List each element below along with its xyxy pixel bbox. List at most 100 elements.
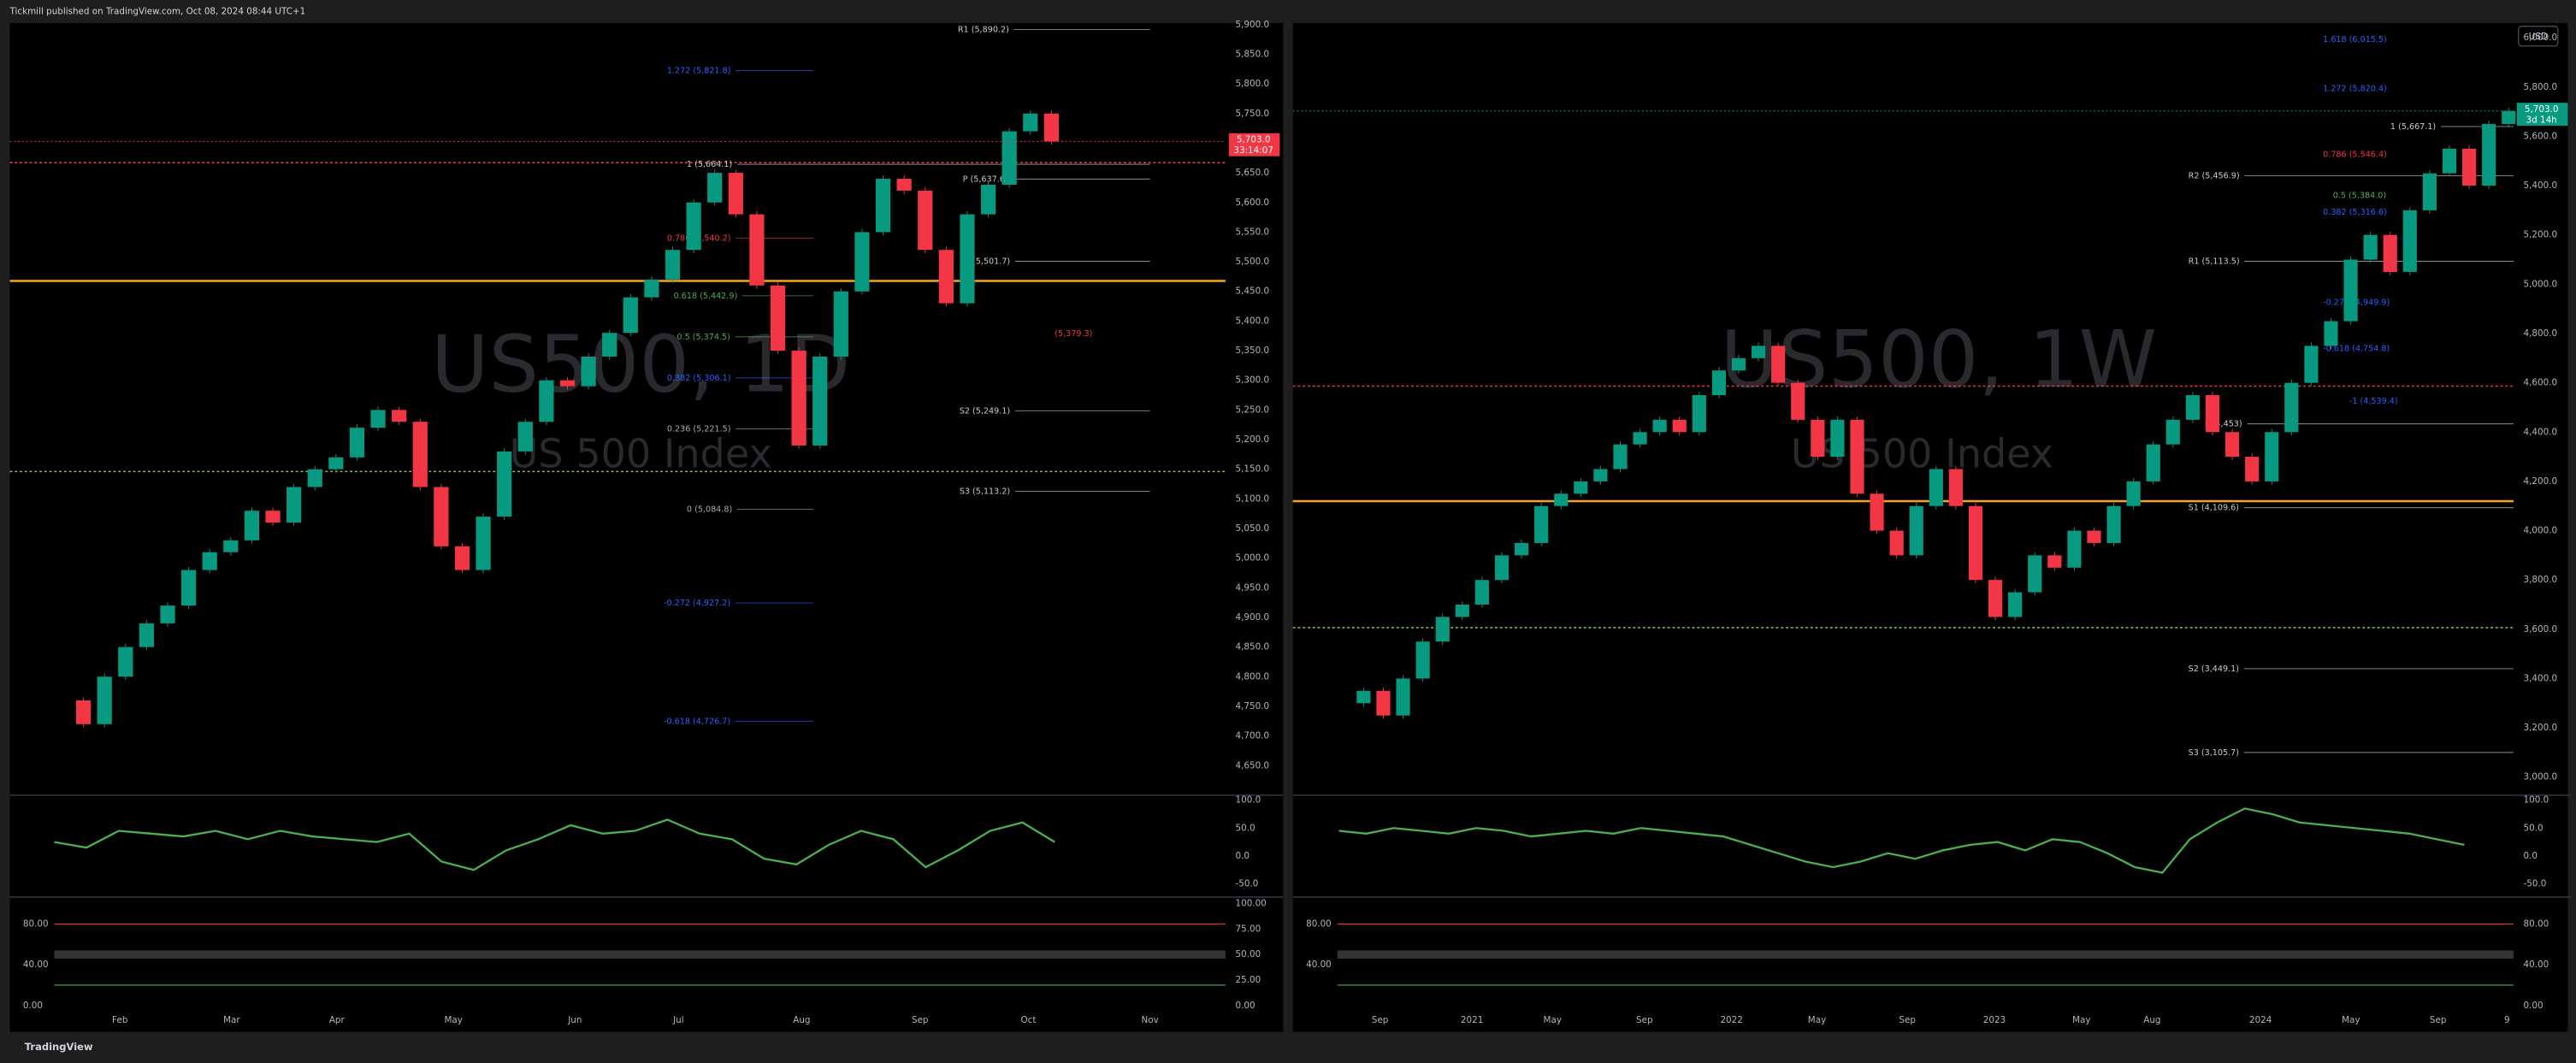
panel-left	[9, 22, 1284, 1032]
candle	[454, 546, 470, 570]
price-tick-label: 5,450.0	[1236, 286, 1270, 297]
candle	[749, 214, 765, 286]
stochastic-inner-label: 80.00	[1306, 918, 1332, 929]
candle	[665, 250, 681, 280]
time-label: Sep	[1899, 1015, 1916, 1025]
candle	[1435, 617, 1450, 642]
oscillator-tick-label: 100.0	[1236, 795, 1261, 806]
price-tick-label: 5,600.0	[2524, 131, 2558, 141]
candle	[2165, 419, 2180, 445]
oscillator-tick-label: -50.0	[2524, 879, 2547, 889]
candle	[581, 356, 596, 387]
candle	[1613, 444, 1628, 469]
candle	[854, 232, 870, 292]
stochastic-inner-label: 0.00	[23, 1001, 43, 1011]
time-label: May	[444, 1015, 462, 1025]
level-label: S3 (5,113.2)	[960, 487, 1010, 496]
candle	[812, 356, 828, 446]
candle	[770, 285, 786, 351]
candle	[434, 487, 449, 546]
candle	[2422, 173, 2437, 210]
level-label: 1.618 (6,015.5)	[2323, 35, 2387, 44]
time-label: Feb	[112, 1015, 128, 1025]
time-label: Mar	[223, 1015, 240, 1025]
price-tick-label: 5,200.0	[2524, 230, 2558, 240]
candle	[2008, 592, 2023, 617]
level-label: -0.618 (4,726.7)	[664, 717, 730, 726]
candle	[1909, 505, 1923, 556]
level-label: R1 (5,890.2)	[958, 26, 1009, 35]
candle	[1889, 530, 1904, 556]
candle	[1474, 580, 1489, 605]
candle	[1001, 131, 1017, 185]
price-tick-label: 4,400.0	[2524, 427, 2558, 437]
watermark: US500, 1W	[1720, 313, 2156, 405]
oscillator-tick-label: 0.0	[2524, 851, 2538, 861]
candle	[833, 291, 848, 357]
candle	[223, 540, 239, 552]
last-price-tag	[1228, 133, 1280, 156]
oscillator-tick-label: 50.0	[1236, 823, 1256, 833]
candle	[1455, 604, 1469, 617]
candle	[960, 214, 975, 304]
candle	[2106, 505, 2121, 543]
price-tick-label: 4,800.0	[1236, 671, 1270, 682]
candle	[2047, 555, 2062, 568]
candle	[980, 184, 996, 215]
level-label: 1.272 (5,821.8)	[667, 67, 731, 76]
candle	[202, 552, 217, 570]
candle	[2383, 234, 2397, 272]
candle	[2442, 148, 2457, 174]
stochastic-inner-label: 40.00	[23, 960, 49, 970]
candle	[1830, 419, 1845, 458]
currency[interactable]: USD	[2529, 32, 2548, 42]
price-tick-label: 4,000.0	[2524, 526, 2558, 536]
candle	[1850, 419, 1864, 494]
candle	[497, 451, 512, 517]
stochastic-tick-label: 0.00	[1236, 1001, 1256, 1011]
candle	[1731, 357, 1746, 371]
stochastic-tick-label: 100.00	[1236, 899, 1267, 909]
candle	[307, 469, 322, 487]
candle	[1711, 370, 1726, 396]
publish-info: Tickmill published on TradingView.com, O…	[9, 6, 306, 16]
level-label: P (4,453)	[2205, 420, 2242, 429]
time-label: May	[2072, 1015, 2090, 1025]
time-label: Sep	[912, 1015, 929, 1025]
candle	[2224, 432, 2240, 458]
candle	[1514, 542, 1529, 556]
currency-button[interactable]	[2518, 26, 2559, 47]
price-tick-label: 5,050.0	[1236, 523, 1270, 534]
stochastic-inner-label: 40.00	[1306, 960, 1332, 970]
price-tick-label: 5,600.0	[1236, 198, 1270, 208]
candle	[349, 428, 365, 458]
candle	[2146, 444, 2160, 481]
candle	[1593, 469, 1608, 481]
stochastic-tick-label: 40.00	[2524, 960, 2549, 970]
level-label: S1 (5,501.7)	[960, 257, 1010, 266]
level-label: 1 (5,667.1)	[2390, 122, 2436, 132]
candle	[2087, 530, 2101, 543]
stochastic-tick-label: 25.00	[1236, 975, 1261, 985]
candle	[75, 700, 92, 724]
time-label: Jul	[672, 1015, 683, 1025]
oscillator-line	[1338, 807, 2465, 874]
stochastic-tick-label: 80.00	[2524, 918, 2549, 929]
candle	[2402, 210, 2417, 272]
last-price-label: 5,703.0	[2525, 104, 2559, 115]
watermark: US500, 1D	[431, 318, 850, 410]
price-tick-label: 3,800.0	[2524, 575, 2558, 585]
oscillator-tick-label: 50.0	[2524, 823, 2544, 833]
level-label: S2 (3,449.1)	[2189, 664, 2239, 674]
time-label: Sep	[1372, 1015, 1389, 1025]
candle	[1811, 419, 1825, 458]
price-tick-label: 5,800.0	[2524, 82, 2558, 92]
candle	[602, 333, 617, 357]
time-label: Jun	[567, 1015, 582, 1025]
time-label: Oct	[1021, 1015, 1037, 1025]
candle	[2343, 259, 2358, 322]
candle	[1534, 505, 1549, 543]
candle	[2502, 110, 2516, 125]
